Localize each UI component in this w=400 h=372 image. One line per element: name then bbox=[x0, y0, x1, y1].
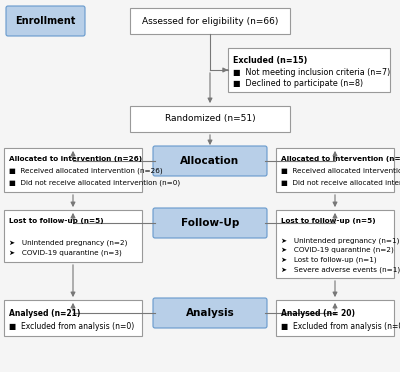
Text: ■  Excluded from analysis (n=0): ■ Excluded from analysis (n=0) bbox=[9, 322, 134, 331]
Text: Allocated to intervention (n=26): Allocated to intervention (n=26) bbox=[9, 156, 142, 163]
Text: Analysed (n= 20): Analysed (n= 20) bbox=[281, 309, 355, 318]
Text: ■  Excluded from analysis (n=0): ■ Excluded from analysis (n=0) bbox=[281, 322, 400, 331]
Text: Follow-Up: Follow-Up bbox=[181, 218, 239, 228]
Text: ➤   Lost to follow-up (n=1): ➤ Lost to follow-up (n=1) bbox=[281, 257, 377, 263]
Text: ➤   COVID-19 quarantine (n=2): ➤ COVID-19 quarantine (n=2) bbox=[281, 247, 394, 253]
Text: ■  Declined to participate (n=8): ■ Declined to participate (n=8) bbox=[233, 79, 363, 88]
Text: Allocation: Allocation bbox=[180, 156, 240, 166]
FancyBboxPatch shape bbox=[153, 208, 267, 238]
Text: ■  Not meeting inclusion criteria (n=7): ■ Not meeting inclusion criteria (n=7) bbox=[233, 68, 390, 77]
Text: ➤   COVID-19 quarantine (n=3): ➤ COVID-19 quarantine (n=3) bbox=[9, 250, 122, 256]
FancyBboxPatch shape bbox=[130, 106, 290, 132]
Text: ■  Received allocated intervention (n=25): ■ Received allocated intervention (n=25) bbox=[281, 168, 400, 174]
Text: Analysed (n=21): Analysed (n=21) bbox=[9, 309, 80, 318]
Text: Enrollment: Enrollment bbox=[15, 16, 76, 26]
Text: Allocated to intervention (n= 25): Allocated to intervention (n= 25) bbox=[281, 156, 400, 163]
Text: ■  Received allocated intervention (n=26): ■ Received allocated intervention (n=26) bbox=[9, 168, 163, 174]
FancyBboxPatch shape bbox=[228, 48, 390, 92]
Text: Randomized (n=51): Randomized (n=51) bbox=[165, 115, 255, 124]
Text: ■  Did not receive allocated intervention (n=0): ■ Did not receive allocated intervention… bbox=[281, 179, 400, 186]
FancyBboxPatch shape bbox=[6, 6, 85, 36]
Text: Excluded (n=15): Excluded (n=15) bbox=[233, 57, 307, 65]
Text: Analysis: Analysis bbox=[186, 308, 234, 318]
Text: ➤   Severe adverse events (n=1): ➤ Severe adverse events (n=1) bbox=[281, 266, 400, 273]
FancyBboxPatch shape bbox=[153, 146, 267, 176]
Text: Lost to follow-up (n=5): Lost to follow-up (n=5) bbox=[9, 218, 104, 224]
FancyBboxPatch shape bbox=[276, 210, 394, 278]
FancyBboxPatch shape bbox=[4, 148, 142, 192]
FancyBboxPatch shape bbox=[4, 210, 142, 262]
FancyBboxPatch shape bbox=[4, 300, 142, 336]
Text: Assessed for eligibility (n=66): Assessed for eligibility (n=66) bbox=[142, 16, 278, 26]
Text: Lost to follow-up (n=5): Lost to follow-up (n=5) bbox=[281, 218, 376, 224]
Text: ➤   Unintended pregnancy (n=1): ➤ Unintended pregnancy (n=1) bbox=[281, 237, 399, 244]
FancyBboxPatch shape bbox=[153, 298, 267, 328]
Text: ■  Did not receive allocated intervention (n=0): ■ Did not receive allocated intervention… bbox=[9, 179, 180, 186]
FancyBboxPatch shape bbox=[276, 300, 394, 336]
FancyBboxPatch shape bbox=[130, 8, 290, 34]
Text: ➤   Unintended pregnancy (n=2): ➤ Unintended pregnancy (n=2) bbox=[9, 239, 127, 246]
FancyBboxPatch shape bbox=[276, 148, 394, 192]
